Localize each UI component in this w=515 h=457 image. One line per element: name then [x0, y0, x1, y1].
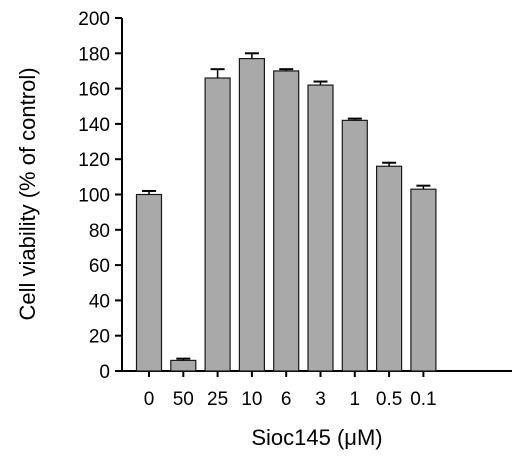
x-tick-label: 10	[241, 389, 262, 410]
y-tick-label: 60	[89, 256, 110, 277]
x-tick-label: 0.5	[376, 389, 402, 410]
y-axis: 0 20 40 60 80 100 120 140 160 180 200	[78, 9, 123, 383]
bar	[204, 77, 231, 372]
error-bars	[142, 52, 431, 361]
bar	[170, 359, 197, 372]
x-axis-title: Sioc145 (μM)	[251, 425, 382, 450]
bar	[307, 84, 334, 372]
y-tick-label: 140	[78, 115, 110, 136]
x-tick-label: 1	[350, 389, 361, 410]
x-tick-label: 6	[281, 389, 292, 410]
x-tick-label: 3	[315, 389, 326, 410]
y-tick-label: 180	[78, 44, 110, 65]
bar	[341, 119, 368, 372]
x-tick-label: 50	[173, 389, 194, 410]
y-tick-label: 40	[89, 291, 110, 312]
bar	[238, 57, 265, 372]
bar	[273, 70, 300, 372]
y-tick-label: 100	[78, 186, 110, 207]
bars	[135, 57, 437, 372]
y-axis-title: Cell viability (% of control)	[15, 67, 40, 320]
y-tick-label: 200	[78, 9, 110, 30]
x-tick-label: 25	[207, 389, 228, 410]
x-tick-label: 0	[144, 389, 155, 410]
bar	[410, 188, 437, 372]
bar	[376, 165, 403, 372]
bar	[135, 193, 163, 372]
y-tick-label: 20	[89, 327, 110, 348]
x-axis: 0 50 25 10 6 3 1 0.5 0.1	[122, 370, 512, 410]
x-tick-label: 0.1	[410, 389, 436, 410]
y-tick-label: 80	[89, 221, 110, 242]
y-tick-label: 120	[78, 150, 110, 171]
y-tick-label: 0	[99, 362, 110, 383]
y-tick-label: 160	[78, 80, 110, 101]
